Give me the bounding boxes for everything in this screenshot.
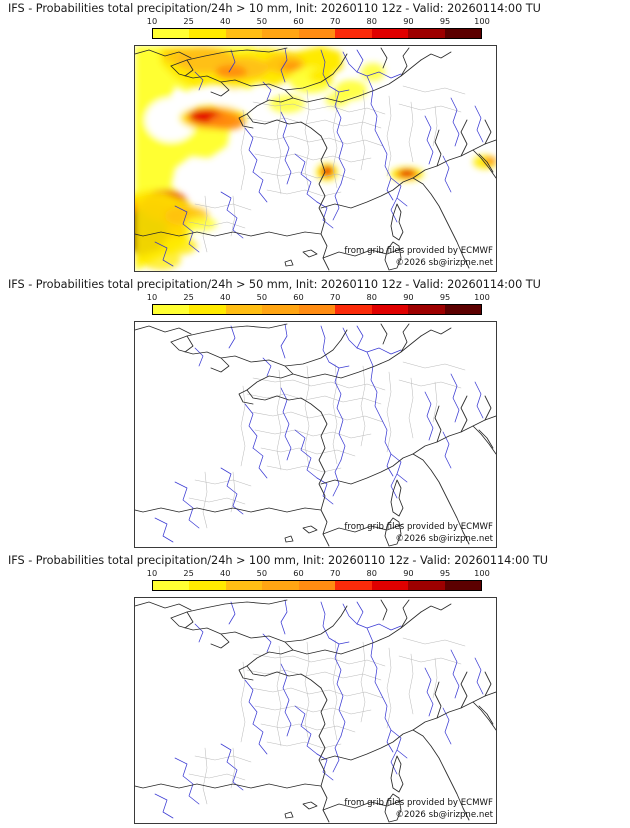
colorbar-gradient [152,304,482,315]
colorbar-segment [335,305,372,314]
coastlines [135,599,496,823]
panel-title: IFS - Probabilities total precipitation/… [8,278,541,291]
copyright-credit: ©2026 sb@irizpne.net [395,258,493,268]
colorbar-segment [153,581,190,590]
colorbar-tick: 60 [293,292,304,302]
colorbar-tick: 50 [256,568,268,578]
colorbar-gradient [152,580,482,591]
forecast-panel-50mm: IFS - Probabilities total precipitation/… [0,276,630,552]
data-source-credit: from grib files provided by ECMWF [344,522,493,532]
colorbar-segment [225,29,263,38]
colorbar-tick: 10 [146,292,158,302]
colorbar-tick: 50 [256,292,268,302]
colorbar-tick: 40 [220,568,231,578]
colorbar-tick: 25 [183,292,194,302]
colorbar-tick: 80 [366,292,377,302]
coastlines [135,47,496,271]
rivers [154,599,484,819]
colorbar-tick: 100 [474,568,490,578]
colorbar-tick: 40 [220,292,231,302]
colorbar-tick-labels: 10 25 40 50 60 70 80 90 95 100 [147,292,490,303]
colorbar-segment [298,29,336,38]
colorbar-segment [335,29,372,38]
colorbar-segment [371,305,409,314]
colorbar-segment [444,305,481,314]
colorbar-tick: 70 [329,568,341,578]
colorbar-tick: 95 [439,292,451,302]
colorbar-tick: 10 [146,568,158,578]
colorbar-segment [371,581,409,590]
map-svg [135,323,496,547]
map-svg [135,46,496,271]
coastlines [135,323,496,547]
map-canvas[interactable]: from grib files provided by ECMWF ©2026 … [134,45,497,272]
colorbar-segment [153,29,190,38]
colorbar-tick: 10 [146,16,158,26]
map-svg [135,599,496,823]
colorbar-segment [189,581,226,590]
colorbar-tick: 60 [293,16,304,26]
colorbar-tick-labels: 10 25 40 50 60 70 80 90 95 100 [147,16,490,27]
colorbar-segment [298,581,336,590]
colorbar-segment [262,581,299,590]
colorbar-tick: 50 [256,16,268,26]
colorbar-tick: 80 [366,16,377,26]
colorbar-segment [335,581,372,590]
colorbar-segment [189,29,226,38]
colorbar-segment [153,305,190,314]
colorbar-tick: 95 [439,16,451,26]
colorbar-segment [225,581,263,590]
admin-borders [188,85,466,253]
colorbar-segment [298,305,336,314]
colorbar-tick: 90 [403,568,414,578]
map-canvas[interactable]: from grib files provided by ECMWF ©2026 … [134,597,497,824]
colorbar-segment [189,305,226,314]
colorbar-tick: 25 [183,16,194,26]
colorbar-tick-labels: 10 25 40 50 60 70 80 90 95 100 [147,568,490,579]
colorbar-tick: 100 [474,292,490,302]
copyright-credit: ©2026 sb@irizpne.net [395,534,493,544]
colorbar-segment [408,305,445,314]
probability-colorbar: 10 25 40 50 60 70 80 90 95 100 [147,292,490,316]
colorbar-segment [408,29,445,38]
colorbar-tick: 70 [329,292,341,302]
colorbar-tick: 40 [220,16,231,26]
map-canvas[interactable]: from grib files provided by ECMWF ©2026 … [134,321,497,548]
rivers [154,47,484,267]
probability-colorbar: 10 25 40 50 60 70 80 90 95 100 [147,16,490,40]
colorbar-segment [371,29,409,38]
admin-borders [188,361,466,529]
probability-colorbar: 10 25 40 50 60 70 80 90 95 100 [147,568,490,592]
colorbar-tick: 70 [329,16,341,26]
colorbar-tick: 100 [474,16,490,26]
colorbar-segment [444,29,481,38]
colorbar-segment [262,305,299,314]
data-source-credit: from grib files provided by ECMWF [344,798,493,808]
colorbar-segment [408,581,445,590]
data-source-credit: from grib files provided by ECMWF [344,246,493,256]
rivers [154,323,484,543]
panel-title: IFS - Probabilities total precipitation/… [8,2,541,15]
colorbar-tick: 90 [403,292,414,302]
colorbar-tick: 80 [366,568,377,578]
admin-borders [188,637,466,805]
colorbar-tick: 60 [293,568,304,578]
colorbar-tick: 95 [439,568,451,578]
colorbar-tick: 25 [183,568,194,578]
forecast-panel-100mm: IFS - Probabilities total precipitation/… [0,552,630,828]
colorbar-segment [444,581,481,590]
colorbar-segment [262,29,299,38]
colorbar-segment [225,305,263,314]
colorbar-tick: 90 [403,16,414,26]
copyright-credit: ©2026 sb@irizpne.net [395,810,493,820]
colorbar-gradient [152,28,482,39]
forecast-panel-10mm: IFS - Probabilities total precipitation/… [0,0,630,276]
panel-title: IFS - Probabilities total precipitation/… [8,554,548,567]
